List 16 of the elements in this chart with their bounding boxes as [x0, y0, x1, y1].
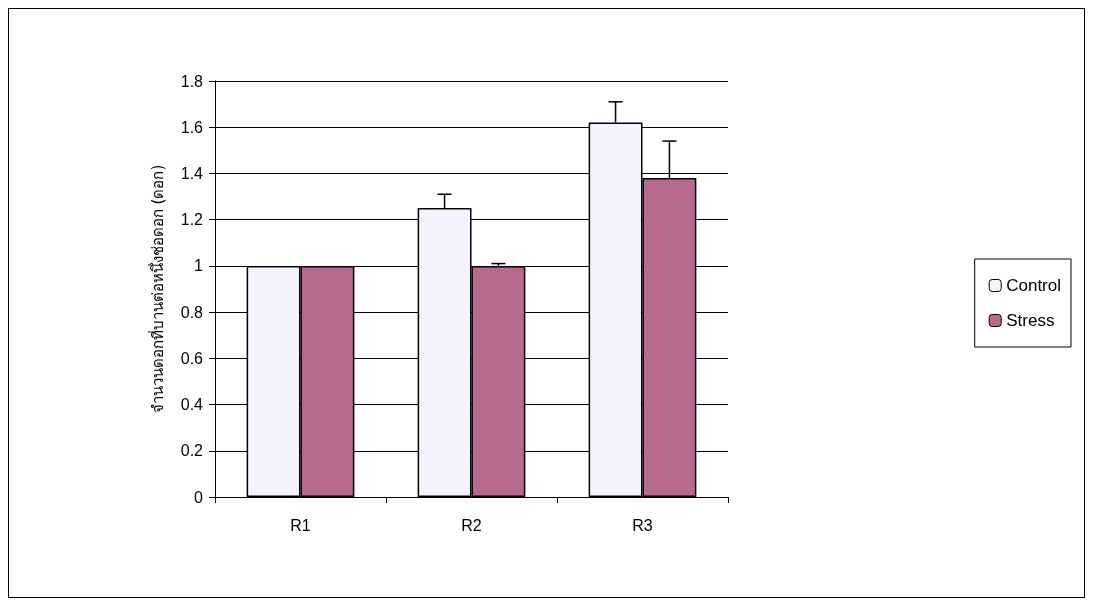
y-tick-label: 1.4 — [180, 164, 204, 182]
legend-label: Stress — [1006, 311, 1055, 330]
y-tick-label: 0.4 — [180, 396, 204, 414]
legend-label: Control — [1006, 276, 1062, 295]
y-tick-label: 0.8 — [180, 303, 204, 321]
y-tick-label: 1.6 — [180, 118, 204, 136]
y-tick-label: 1 — [194, 257, 204, 275]
x-tick-label: R2 — [461, 516, 482, 534]
x-tick-label: R1 — [290, 516, 311, 534]
y-tick-label: 1.2 — [180, 211, 204, 229]
y-tick-label: 0 — [194, 488, 204, 506]
x-tick-label: R3 — [632, 516, 653, 534]
y-axis-title: จำนวนดอกที่บานต่อหนึ่งช่อดอก (ดอก) — [146, 164, 167, 414]
y-tick-label: 0.6 — [180, 349, 204, 367]
y-tick-label: 0.2 — [180, 442, 204, 460]
y-tick-label: 1.8 — [180, 72, 204, 90]
